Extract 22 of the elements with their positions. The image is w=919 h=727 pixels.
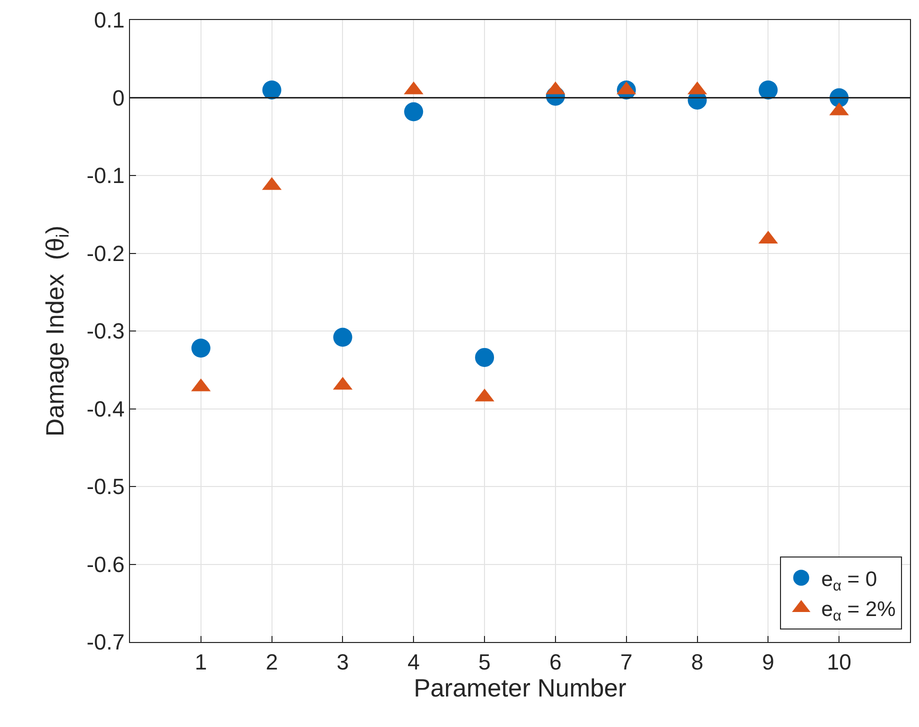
x-tick-label: 10 <box>826 649 852 674</box>
y-tick-label: -0.7 <box>86 630 125 655</box>
y-tick-label: -0.3 <box>86 318 125 344</box>
x-tick-label: 9 <box>762 649 774 674</box>
x-tick-label: 8 <box>691 649 704 674</box>
x-tick-label: 7 <box>620 649 632 674</box>
y-tick-label: -0.1 <box>86 163 125 188</box>
y-tick-label: -0.2 <box>86 240 125 266</box>
x-tick-label: 3 <box>336 649 349 674</box>
x-axis-title: Parameter Number <box>414 674 626 702</box>
x-tick-label: 4 <box>408 649 420 674</box>
x-tick-label: 1 <box>194 649 208 674</box>
x-tick-label: 5 <box>478 649 491 674</box>
y-tick-label: -0.5 <box>86 474 125 500</box>
legend-label: e$_{α}$ = 2% <box>821 598 896 625</box>
y-tick-label: 0.1 <box>94 8 125 33</box>
x-tick-label: 6 <box>549 649 562 674</box>
legend-label: e$_{α}$ = 0 <box>821 568 878 594</box>
y-tick-label: 0 <box>112 85 125 110</box>
y-tick-label: -0.6 <box>86 552 125 577</box>
x-tick-label: 2 <box>266 649 278 674</box>
y-tick-label: -0.4 <box>86 396 125 422</box>
